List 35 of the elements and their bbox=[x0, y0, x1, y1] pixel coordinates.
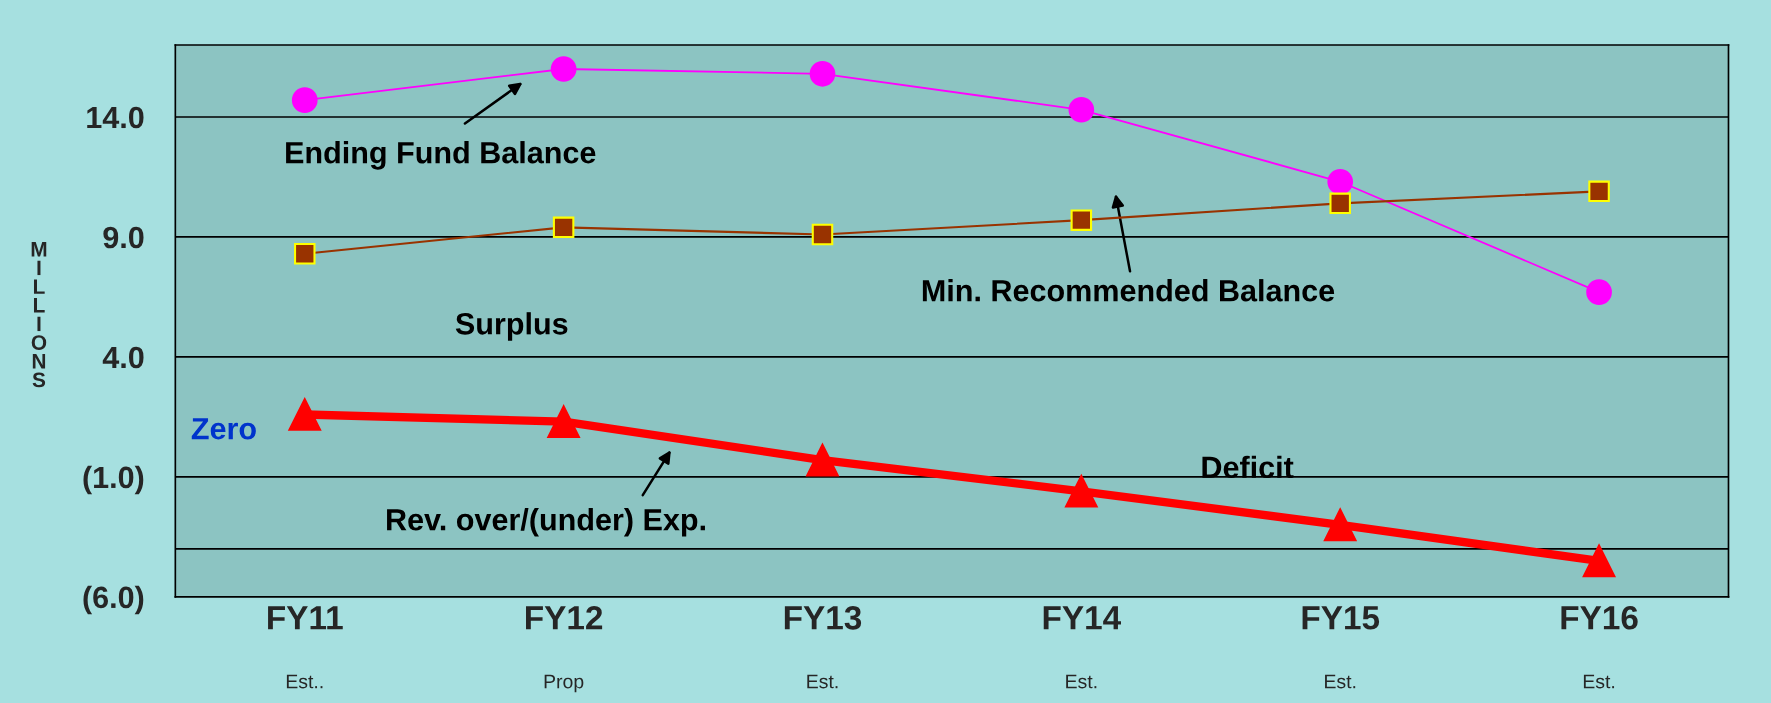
annotation: Surplus bbox=[455, 312, 568, 341]
annotation: Ending Fund Balance bbox=[286, 141, 596, 170]
category-label: FY16 Est. bbox=[1561, 606, 1638, 689]
y-axis-title: MILLIONS bbox=[31, 242, 47, 388]
y-tick-label: 14.0 bbox=[87, 106, 144, 129]
point bbox=[550, 56, 577, 82]
point bbox=[1327, 168, 1354, 195]
annotation: Rev. over/(under) Exp. bbox=[387, 508, 705, 537]
category-label: FY15 Est. bbox=[1302, 606, 1380, 689]
point bbox=[1582, 544, 1616, 578]
point bbox=[291, 87, 318, 114]
point bbox=[547, 405, 580, 439]
category-label: FY14 Est. bbox=[1043, 606, 1121, 689]
point bbox=[552, 216, 575, 239]
category-label: FY13 Est. bbox=[784, 606, 862, 689]
category-label: FY11 Est.. bbox=[268, 606, 343, 689]
annotation: Min. Recommended Balance bbox=[922, 279, 1335, 302]
category-label: FY12 Prop bbox=[526, 606, 603, 693]
y-tick-label: 4.0 bbox=[102, 346, 144, 369]
point bbox=[1586, 279, 1612, 305]
point bbox=[288, 398, 322, 431]
y-tick-label: (6.0) bbox=[83, 585, 144, 615]
point bbox=[1329, 192, 1351, 215]
y-tick-label: (1.0) bbox=[83, 465, 144, 495]
point bbox=[1323, 508, 1357, 542]
point bbox=[1065, 474, 1098, 508]
y-tick-label: 9.0 bbox=[103, 226, 144, 249]
point bbox=[811, 223, 834, 246]
point bbox=[1070, 209, 1093, 231]
point bbox=[1068, 96, 1095, 123]
point bbox=[294, 242, 316, 265]
point bbox=[809, 60, 836, 87]
annotation: Zero bbox=[191, 418, 256, 440]
point bbox=[806, 443, 839, 477]
point bbox=[1588, 180, 1610, 203]
